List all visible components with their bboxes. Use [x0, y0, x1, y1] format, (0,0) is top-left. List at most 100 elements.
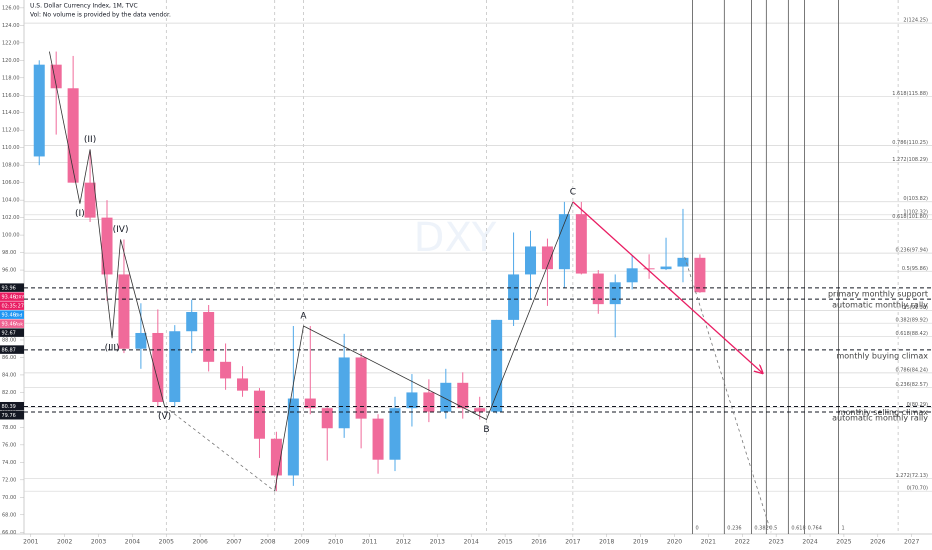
x-tick-label: 2022	[735, 539, 750, 546]
candle-body	[677, 257, 689, 267]
wave-label: (V)	[158, 412, 171, 422]
candle-body	[643, 268, 655, 270]
price-tag-label: 80.39	[2, 404, 16, 410]
price-tag	[0, 319, 24, 328]
candle-body	[287, 398, 299, 476]
candle-body	[220, 361, 232, 379]
time-fib-label: 0.5	[769, 526, 777, 532]
fib-label: 0(70.70)	[907, 486, 928, 492]
price-tag	[0, 345, 24, 354]
fib-label: 0.236(82.57)	[895, 382, 928, 388]
candle-body	[541, 246, 553, 270]
wave-label: A	[300, 311, 307, 321]
candle-body	[135, 332, 147, 349]
level-label: monthly buying climax	[836, 351, 928, 360]
candle-body	[440, 382, 452, 412]
x-tick-label: 2006	[193, 539, 208, 546]
fib-label: 0(103.82)	[903, 196, 928, 202]
fib-label: 1.272(108.29)	[892, 157, 928, 163]
level-label: primary monthly support	[828, 290, 928, 299]
time-fib-label: 0.764	[808, 526, 822, 532]
y-tick-label: 82.00	[2, 390, 16, 396]
chart-title: U.S. Dollar Currency Index, 1M, TVC	[30, 3, 138, 10]
price-tag	[0, 401, 24, 411]
chart-subtitle: Vol: No volume is provided by the data v…	[30, 12, 171, 19]
x-tick-label: 2007	[226, 539, 241, 546]
price-tag	[0, 328, 24, 337]
time-fib-label: 0.382	[754, 526, 768, 532]
candle-body	[626, 268, 638, 283]
fib-label: 0.618(101.80)	[892, 214, 928, 220]
time-fib-label: 1	[841, 526, 844, 532]
x-tick-label: 2027	[904, 539, 919, 546]
candle-body	[101, 217, 113, 275]
level-label: automatic monthly rally	[832, 413, 928, 422]
x-tick-label: 2004	[125, 539, 140, 546]
y-tick-label: 68.00	[2, 512, 16, 518]
fib-label: 0.5(91.36)	[902, 305, 928, 311]
fib-label: 1(102.32)	[903, 209, 928, 215]
fib-label: 2(124.25)	[903, 18, 928, 24]
price-tag-label: 93.46	[2, 294, 16, 300]
x-tick-label: 2018	[599, 539, 614, 546]
x-tick-label: 2010	[328, 539, 343, 546]
candle-body	[50, 64, 62, 89]
time-fib-label: 0.618	[791, 526, 805, 532]
price-tag-label: 86.87	[2, 347, 16, 353]
price-tag-label: 92.67	[2, 330, 16, 336]
x-tick-label: 2019	[633, 539, 648, 546]
candle-body	[592, 273, 604, 305]
price-tag-label: 93.46	[2, 312, 16, 318]
y-tick-label: 96.00	[2, 268, 16, 274]
projection-line	[684, 256, 772, 533]
fib-label: 1.618(115.88)	[892, 91, 928, 97]
y-tick-label: 118.00	[2, 75, 20, 81]
candle-body	[491, 319, 503, 412]
y-tick-label: 66.00	[2, 530, 16, 536]
fib-label: 0.236(97.94)	[895, 248, 928, 254]
fib-label: 0(80.29)	[907, 402, 928, 408]
candle-body	[253, 390, 265, 439]
candle-body	[558, 214, 570, 270]
wave-label: B	[483, 425, 489, 435]
y-tick-label: 98.00	[2, 250, 16, 256]
time-fib-label: 0.236	[727, 526, 741, 532]
candle-body	[304, 398, 316, 409]
wave-line	[164, 406, 275, 492]
candle-body	[575, 214, 587, 274]
y-tick-label: 120.00	[2, 58, 20, 64]
candle-body	[186, 312, 198, 332]
time-fib-label: 0	[695, 526, 698, 532]
watermark: DXY	[414, 215, 497, 261]
wave-label: (I)	[75, 209, 85, 219]
x-tick-label: 2003	[91, 539, 106, 546]
wave-line	[49, 51, 165, 407]
price-tag	[0, 283, 24, 292]
y-tick-label: 84.00	[2, 372, 16, 378]
x-tick-label: 2014	[464, 539, 479, 546]
price-tag	[0, 301, 24, 310]
price-tag	[0, 310, 24, 319]
candle-body	[270, 438, 282, 476]
wave-label: (III)	[105, 344, 120, 354]
y-tick-label: 108.00	[2, 163, 20, 169]
x-tick-label: 2002	[57, 539, 72, 546]
fib-label: 0.786(110.25)	[892, 140, 928, 146]
x-tick-label: 2024	[802, 539, 817, 546]
x-tick-label: 2025	[836, 539, 851, 546]
candle-body	[203, 312, 215, 362]
candle-body	[338, 357, 350, 429]
x-tick-label: 2016	[531, 539, 546, 546]
y-tick-label: 70.00	[2, 495, 16, 501]
y-tick-label: 122.00	[2, 40, 20, 46]
candle-body	[152, 332, 164, 403]
candle-body	[118, 274, 130, 349]
wave-label: (II)	[84, 135, 96, 145]
price-tag	[0, 410, 24, 420]
candle-body	[406, 392, 418, 409]
price-tag-label: 93.46	[2, 321, 16, 327]
y-tick-label: 126.00	[2, 5, 20, 11]
wave-label: (IV)	[113, 225, 129, 235]
fib-label: 0.618(88.42)	[895, 331, 928, 337]
